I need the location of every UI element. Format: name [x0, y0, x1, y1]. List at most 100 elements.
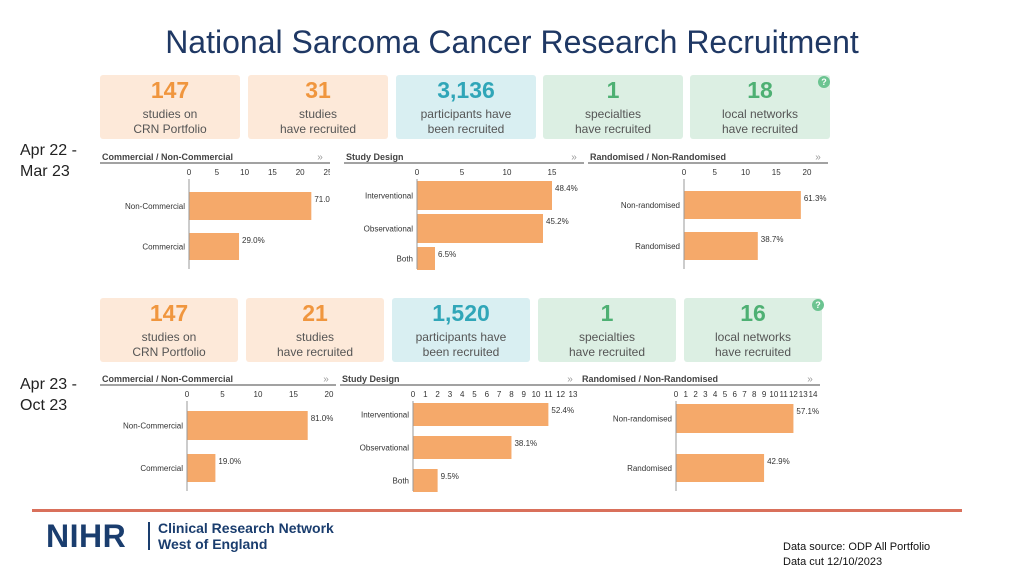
bar	[189, 233, 240, 260]
tick-label: 1	[423, 390, 428, 399]
card-label-line1: participants have	[420, 107, 512, 121]
data-label: 48.4%	[555, 184, 578, 193]
chart-svg: Commercial / Non-Commercial » 0 5 10 15 20 25 No…	[100, 152, 330, 269]
tick-label: 15	[548, 168, 557, 177]
summary-card: 147 studies on CRN Portfolio	[100, 75, 240, 139]
footer-divider	[32, 509, 962, 512]
tick-label: 5	[723, 390, 728, 399]
card-label-line2: have recruited	[279, 122, 357, 136]
category-label: Interventional	[365, 192, 413, 201]
category-label: Randomised	[635, 242, 680, 251]
help-icon[interactable]: ?	[818, 76, 830, 88]
card-label-line2: have recruited	[714, 345, 792, 359]
period-label-line2: Oct 23	[20, 397, 68, 414]
card-label-line1: participants have	[415, 330, 507, 344]
chart-svg: Study Design »0 1 2 3 4 5 6 7 8 9 10 11 12 13Intervent…	[340, 374, 580, 492]
tick-label: 5	[215, 168, 220, 177]
chart-title: Study Design	[342, 374, 400, 384]
period-label-line1: Apr 23 -	[20, 376, 77, 393]
card-label-line2: have recruited	[276, 345, 354, 359]
tick-label: 10	[503, 168, 512, 177]
bar	[187, 454, 216, 482]
nihr-wordmark: NIHR	[46, 518, 127, 554]
summary-card: 21 studies have recruited	[246, 298, 384, 362]
category-label: Non-randomised	[621, 201, 680, 210]
card-label-line1: specialties	[584, 107, 642, 121]
card-value: 3,136	[437, 77, 495, 103]
period-label-line2: Mar 23	[20, 163, 70, 180]
period-label-line1: Apr 22 -	[20, 142, 77, 159]
tick-label: 10	[769, 390, 778, 399]
category-label: Interventional	[361, 411, 409, 420]
category-label: Commercial	[142, 243, 185, 252]
category-label: Observational	[360, 444, 410, 453]
expand-icon: »	[815, 152, 821, 163]
category-label: Non-Commercial	[123, 422, 183, 431]
card-label-line1: specialties	[578, 330, 636, 344]
expand-icon: »	[323, 374, 329, 385]
bar	[413, 436, 512, 459]
bar	[684, 191, 801, 219]
card-label-line1: studies on	[142, 107, 198, 121]
tick-label: 10	[240, 168, 249, 177]
tick-label: 2	[693, 390, 698, 399]
tick-label: 10	[254, 390, 263, 399]
bar	[676, 454, 765, 482]
card-label-line2: have recruited	[721, 122, 799, 136]
data-label: 38.1%	[514, 439, 537, 448]
tick-label: 12	[789, 390, 798, 399]
tick-label: 1	[684, 390, 689, 399]
data-label: 57.1%	[796, 407, 819, 416]
card-value: 1	[606, 77, 620, 103]
chart-title: Commercial / Non-Commercial	[102, 152, 233, 162]
chart-title: Randomised / Non-Randomised	[590, 152, 726, 162]
card-label-line1: local networks	[721, 107, 799, 121]
tick-label: 7	[497, 390, 502, 399]
tick-label: 20	[325, 390, 334, 399]
card-value: 16	[740, 300, 766, 326]
card-label-line1: local networks	[714, 330, 792, 344]
card-label-line2: been recruited	[427, 122, 505, 136]
tick-label: 7	[742, 390, 747, 399]
bar	[417, 247, 435, 270]
bar	[417, 181, 552, 210]
bar	[417, 214, 543, 243]
tick-label: 8	[752, 390, 757, 399]
tick-label: 5	[460, 168, 465, 177]
help-icon[interactable]: ?	[812, 299, 824, 311]
category-label: Non-Commercial	[125, 202, 185, 211]
card-label-line2: CRN Portfolio	[132, 345, 206, 359]
data-label: 71.0%	[314, 195, 330, 204]
tick-label: 0	[187, 168, 192, 177]
data-label: 61.3%	[804, 194, 827, 203]
data-label: 81.0%	[311, 414, 334, 423]
tick-label: 0	[682, 168, 687, 177]
summary-card: 3,136 participants have been recruited	[396, 75, 536, 139]
tick-label: 15	[772, 168, 781, 177]
tick-label: 20	[803, 168, 812, 177]
summary-card: 16 local networks have recruited	[684, 298, 822, 362]
data-label: 52.4%	[551, 406, 574, 415]
bar	[684, 232, 758, 260]
tick-label: 5	[472, 390, 477, 399]
card-value: 147	[150, 77, 190, 103]
tick-label: 0	[415, 168, 420, 177]
chart-commercial-2022: Commercial / Non-Commercial » 0 5 10 15 20 25 No…	[100, 151, 330, 271]
summary-card: 1 specialties have recruited	[538, 298, 676, 362]
chart-study-design-2022: Study Design » 0 5 10 15 Interventional 48.4% Ob…	[344, 151, 584, 271]
chart-svg: Commercial / Non-Commercial » 0 5 10 15 20 Non-…	[100, 374, 336, 491]
bar	[189, 192, 312, 220]
category-label: Commercial	[140, 464, 183, 473]
category-label: Randomised	[627, 464, 672, 473]
data-label: 6.5%	[438, 250, 456, 259]
card-label-line2: been recruited	[422, 345, 500, 359]
category-label: Observational	[364, 225, 414, 234]
page-title: National Sarcoma Cancer Research Recruit…	[165, 24, 859, 60]
card-label-line1: studies on	[141, 330, 197, 344]
chart-randomised-2022: Randomised / Non-Randomised » 0 5 10 15 20 Non-…	[588, 151, 828, 271]
data-label: 42.9%	[767, 457, 790, 466]
data-label: 45.2%	[546, 217, 569, 226]
bar	[413, 403, 549, 426]
tick-label: 4	[460, 390, 465, 399]
network-name-line2: West of England	[158, 536, 268, 552]
